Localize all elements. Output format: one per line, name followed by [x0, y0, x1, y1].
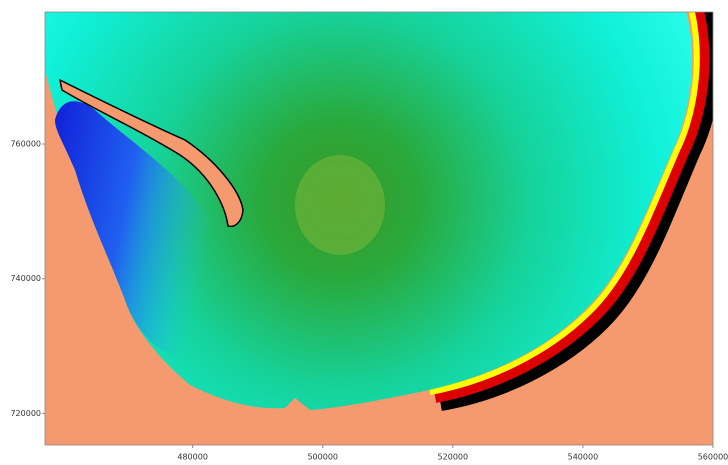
- y-tick-label: 740000: [10, 274, 41, 283]
- x-tick-label: 520000: [438, 453, 469, 462]
- x-tick-label: 560000: [698, 453, 728, 462]
- x-tick-label: 500000: [307, 453, 338, 462]
- x-tick-label: 540000: [568, 453, 599, 462]
- map-figure: 480000 500000 520000 540000 560000 720000 7400…: [0, 0, 728, 465]
- y-tick-label: 720000: [10, 409, 41, 418]
- map-area: [45, 0, 713, 445]
- x-tick-label: 480000: [177, 453, 208, 462]
- shoal: [295, 155, 385, 255]
- y-tick-label: 760000: [10, 139, 41, 148]
